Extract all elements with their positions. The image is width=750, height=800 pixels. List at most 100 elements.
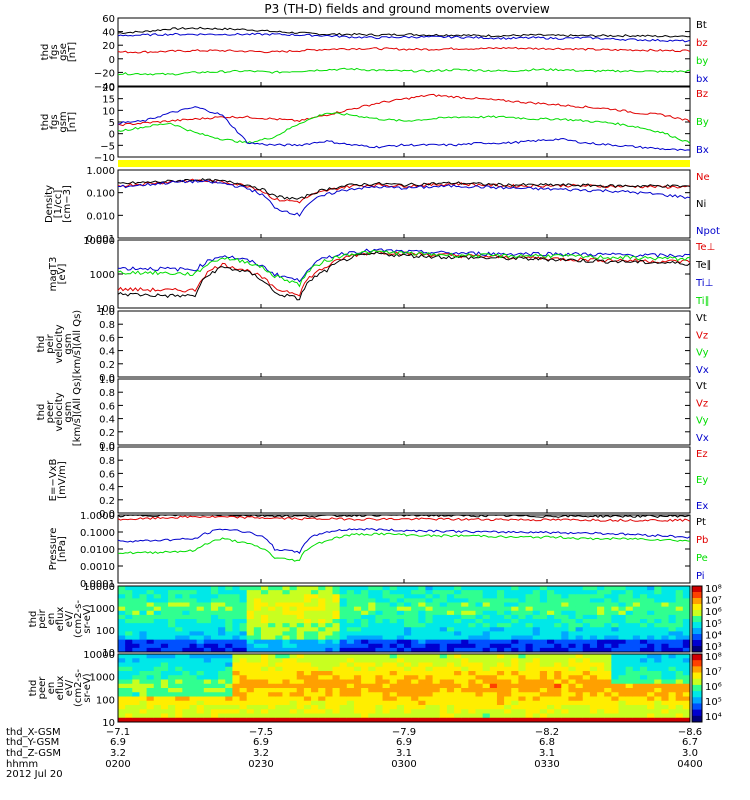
heatmap-cell [575,606,584,612]
heatmap-cell [189,713,198,719]
heatmap-cell [661,610,670,616]
heatmap-cell [261,647,269,653]
heatmap-cell [589,709,598,714]
heatmap-cell [489,683,498,689]
y-axis-label: thd [36,336,47,353]
heatmap-cell [361,705,369,710]
colorbar-segment [692,604,702,611]
colorbar-segment [692,646,702,653]
heatmap-cell [296,709,305,714]
heatmap-cell [361,662,369,668]
heatmap-cell [225,700,233,706]
heatmap-cell [375,635,384,641]
heatmap-cell [547,671,555,676]
colorbar-segment [692,691,702,698]
heatmap-cell [296,606,305,612]
heatmap-cell [668,705,677,710]
heatmap-cell [582,675,591,680]
heatmap-cell [118,717,126,723]
colorbar-segment [692,586,702,593]
heatmap-cell [518,643,527,649]
heatmap-cell [168,627,176,632]
y-tick-label: −20 [94,68,115,79]
heatmap-cell [332,662,341,668]
heatmap-cell [489,594,498,599]
heatmap-cell [675,679,684,685]
heatmap-cell [475,606,484,612]
heatmap-cell [289,639,298,645]
heatmap-cell [532,627,541,632]
heatmap-cell [160,594,169,599]
heatmap-cell [539,619,548,624]
heatmap-cell [196,675,205,680]
heatmap-cell [339,631,348,637]
heatmap-cell [261,658,269,663]
heatmap-cell [682,619,691,624]
heatmap-cell [160,688,169,693]
heatmap-cell [389,610,398,616]
heatmap-cell [468,602,476,608]
heatmap-cell [461,654,469,659]
heatmap-cell [368,627,376,632]
heatmap-cell [611,614,619,620]
heatmap-cell [368,623,376,628]
heatmap-cell [232,717,241,723]
heatmap-cell [325,631,333,637]
heatmap-cell [353,614,362,620]
heatmap-cell [661,647,670,653]
heatmap-cell [218,675,226,680]
colorbar-segment [692,654,702,661]
heatmap-cell [446,631,455,637]
heatmap-cell [475,598,484,604]
heatmap-cell [160,635,169,641]
heatmap-cell [446,623,455,628]
heatmap-cell [489,610,498,616]
heatmap-cell [339,606,348,612]
heatmap-cell [275,610,283,616]
heatmap-cell [289,671,298,676]
heatmap-cell [504,692,512,697]
heatmap-cell [661,692,670,697]
heatmap-cell [561,666,569,672]
heatmap-cell [246,662,255,668]
heatmap-cell [425,635,434,641]
heatmap-cell [682,654,691,659]
heatmap-cell [382,709,391,714]
heatmap-cell [275,586,283,591]
heatmap-cell [575,700,584,706]
heatmap-cell [125,631,133,637]
heatmap-cell [539,654,548,659]
y-tick-label: 0 [109,130,115,141]
heatmap-cell [482,594,491,599]
heatmap-cell [425,590,434,595]
colorbar-segment [692,628,702,635]
heatmap-cell [232,586,241,591]
heatmap-cell [654,683,662,689]
heatmap-cell [618,606,627,612]
heatmap-cell [461,692,469,697]
heatmap-cell [246,623,255,628]
heatmap-cell [339,679,348,685]
heatmap-cell [446,635,455,641]
y-axis-label: [nPa] [57,536,68,562]
heatmap-cell [425,713,434,719]
heatmap-cell [468,713,476,719]
heatmap-cell [382,692,391,697]
heatmap-cell [682,675,691,680]
heatmap-cell [404,631,412,637]
legend-entry: Ni [696,199,706,210]
heatmap-cell [389,631,398,637]
y-tick-label: 0.6 [99,469,115,480]
heatmap-cell [675,590,684,595]
heatmap-cell [404,666,412,672]
heatmap-cell [604,606,612,612]
heatmap-cell [396,623,405,628]
heatmap-cell [639,627,648,632]
panel-pressure: 1.00000.10000.01000.00100.0001Pressure[n… [48,511,708,590]
series-bx [117,32,691,43]
heatmap-cell [482,590,491,595]
heatmap-cell [461,647,469,653]
heatmap-cell [511,666,519,672]
y-tick-label: 0.4 [99,415,115,426]
